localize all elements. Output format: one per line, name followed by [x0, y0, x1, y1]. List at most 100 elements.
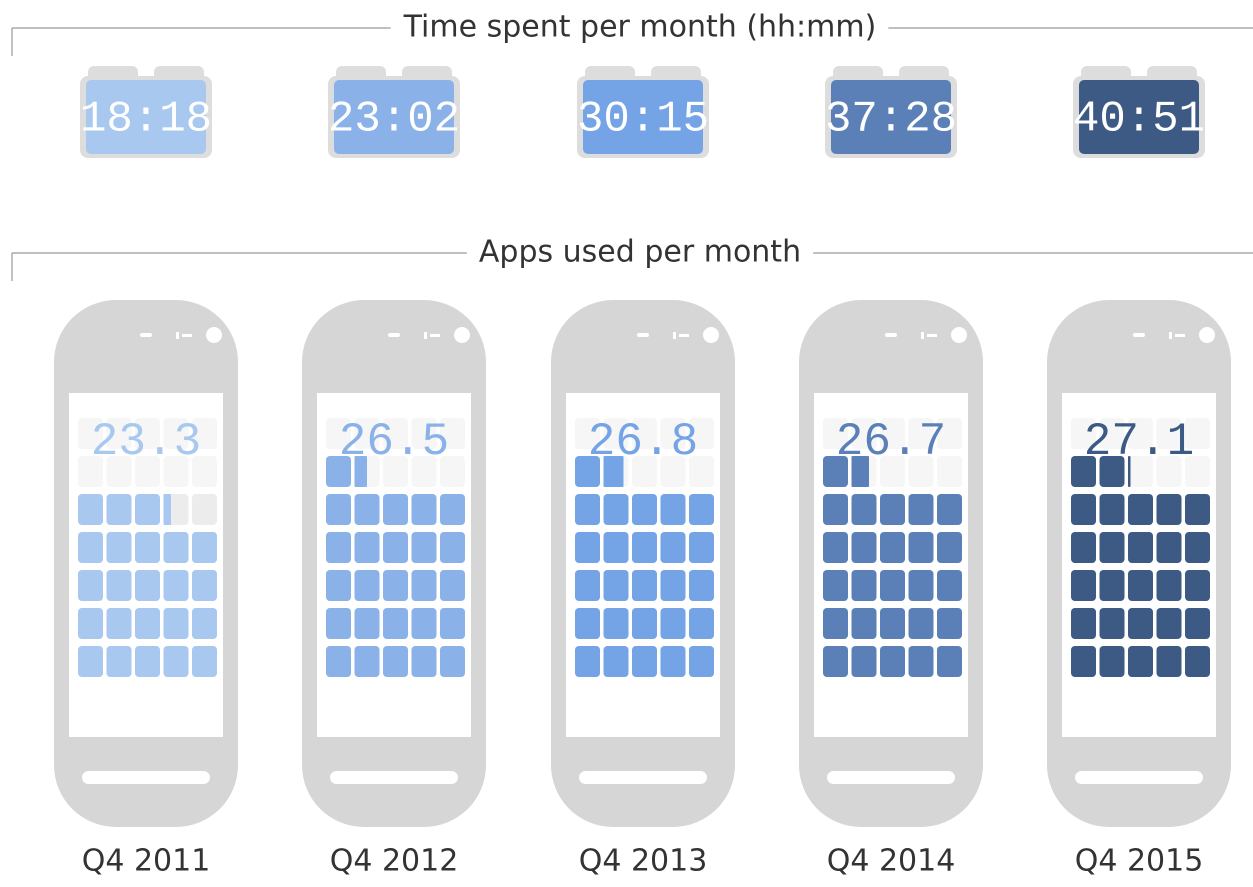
app-cell [192, 570, 217, 601]
app-cell [383, 646, 408, 677]
clock-time: 23:02 [328, 95, 460, 145]
app-cell [440, 494, 465, 525]
app-cell [632, 570, 657, 601]
app-cell [1071, 570, 1096, 601]
app-cell [1128, 570, 1153, 601]
app-cell [575, 494, 600, 525]
app-cell [135, 570, 160, 601]
phone-speaker [885, 333, 897, 337]
app-cell [107, 608, 132, 639]
app-cell [632, 494, 657, 525]
app-cell [604, 646, 629, 677]
app-cell [78, 570, 103, 601]
value-label: 26.5 [339, 416, 449, 468]
app-cell [78, 608, 103, 639]
phone-speaker [388, 333, 400, 337]
app-cell [1185, 646, 1210, 677]
app-cell [604, 608, 629, 639]
clock: 18:18 [80, 66, 212, 158]
app-cell [164, 494, 172, 525]
app-cell [1071, 646, 1096, 677]
app-cell [604, 494, 629, 525]
app-cell [1071, 494, 1096, 525]
phone: 26.7Q4 2014 [799, 300, 983, 879]
app-cell [689, 494, 714, 525]
app-cell [1128, 608, 1153, 639]
phone-sensor [430, 334, 440, 337]
clock: 23:02 [328, 66, 460, 158]
phone: 26.5Q4 2012 [302, 300, 486, 879]
app-cell [575, 570, 600, 601]
phone-sensor [1175, 334, 1185, 337]
app-cell [164, 570, 189, 601]
app-cell [909, 532, 934, 563]
app-cell [355, 494, 380, 525]
app-cell [661, 570, 686, 601]
app-cell [326, 646, 351, 677]
clock-time: 37:28 [825, 95, 957, 145]
app-cell [326, 570, 351, 601]
app-cell [192, 532, 217, 563]
app-cell [937, 532, 962, 563]
value-label: 27.1 [1084, 416, 1194, 468]
phone-button [579, 771, 707, 784]
app-cell [632, 646, 657, 677]
app-cell [909, 494, 934, 525]
app-cell [909, 570, 934, 601]
phone-button [330, 771, 458, 784]
app-cell [689, 570, 714, 601]
app-cell [1071, 532, 1096, 563]
phone-button [1075, 771, 1203, 784]
app-cell [823, 532, 848, 563]
app-cell [1157, 646, 1182, 677]
phone-sensor [176, 332, 179, 339]
phone-camera [1199, 327, 1215, 343]
phone-camera [454, 327, 470, 343]
app-cell [823, 608, 848, 639]
app-cell [412, 608, 437, 639]
app-cell [880, 532, 905, 563]
app-cell [326, 608, 351, 639]
app-cell [1157, 608, 1182, 639]
app-cell [135, 494, 160, 525]
app-cell [880, 570, 905, 601]
app-cell [1100, 494, 1125, 525]
app-cell [880, 494, 905, 525]
app-cell [1185, 570, 1210, 601]
section-title: Time spent per month (hh:mm) [403, 10, 877, 45]
app-cell [689, 608, 714, 639]
phone-speaker [1133, 333, 1145, 337]
app-cell [78, 646, 103, 677]
phone-button [827, 771, 955, 784]
app-cell [355, 646, 380, 677]
app-cell [107, 646, 132, 677]
app-cell [937, 646, 962, 677]
phone-camera [951, 327, 967, 343]
app-cell [909, 608, 934, 639]
clock-time: 40:51 [1073, 95, 1205, 145]
app-cell [1100, 532, 1125, 563]
app-cell [355, 570, 380, 601]
category-label: Q4 2015 [1075, 844, 1204, 879]
app-cell [604, 570, 629, 601]
app-cell [1100, 608, 1125, 639]
app-cell [575, 532, 600, 563]
phone-sensor [679, 334, 689, 337]
app-cell [1128, 494, 1153, 525]
app-cell [412, 570, 437, 601]
app-slot [192, 494, 217, 525]
app-cell [823, 570, 848, 601]
app-cell [880, 608, 905, 639]
app-cell [661, 494, 686, 525]
app-cell [355, 608, 380, 639]
value-label: 26.8 [588, 416, 698, 468]
app-cell [1157, 570, 1182, 601]
app-cell [909, 646, 934, 677]
app-cell [107, 532, 132, 563]
app-cell [164, 532, 189, 563]
section-title: Apps used per month [479, 235, 801, 270]
phone-sensor [921, 332, 924, 339]
app-cell [135, 608, 160, 639]
app-cell [326, 494, 351, 525]
app-cell [383, 494, 408, 525]
